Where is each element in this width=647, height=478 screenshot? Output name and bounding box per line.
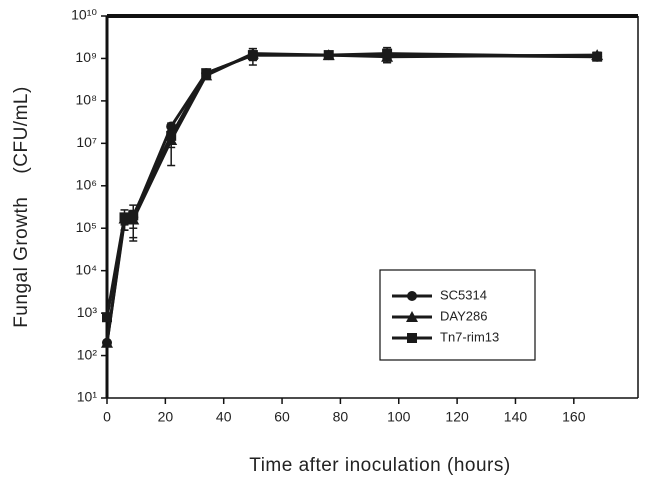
legend-label: SC5314	[440, 287, 487, 302]
x-tick-label: 140	[504, 409, 528, 425]
y-tick-label: 10⁸	[76, 92, 98, 108]
x-tick-label: 80	[333, 409, 349, 425]
y-axis-title: Fungal Growth (CFU/mL)	[11, 86, 32, 328]
marker	[128, 210, 139, 221]
legend-label: Tn7-rim13	[440, 329, 499, 344]
marker	[382, 48, 393, 59]
y-tick-label: 10³	[77, 304, 98, 320]
y-tick-label: 10⁶	[76, 176, 97, 192]
marker	[102, 312, 112, 323]
x-tick-label: 40	[216, 409, 232, 425]
marker	[407, 333, 417, 343]
y-tick-label: 10⁷	[76, 134, 97, 150]
marker	[407, 291, 417, 301]
marker	[166, 130, 177, 141]
x-tick-label: 60	[274, 409, 290, 425]
x-tick-label: 100	[387, 409, 411, 425]
y-tick-label: 10¹	[77, 389, 98, 405]
y-tick-label: 10²	[77, 346, 98, 362]
legend-box	[379, 269, 536, 361]
legend-label: DAY286	[440, 308, 487, 323]
marker	[119, 212, 130, 223]
marker	[201, 68, 212, 79]
y-tick-label: 10⁴	[75, 261, 97, 277]
marker	[247, 50, 258, 61]
marker	[406, 311, 418, 322]
x-tick-label: 120	[445, 409, 469, 425]
marker	[101, 336, 113, 348]
x-tick-label: 0	[103, 409, 111, 425]
y-tick-label: 10⁵	[76, 219, 97, 235]
x-tick-label: 160	[562, 409, 586, 425]
y-tick-label: 10¹⁰	[71, 7, 97, 23]
marker	[592, 51, 603, 62]
x-tick-label: 20	[158, 409, 174, 425]
marker	[323, 50, 334, 61]
x-axis-title: Time after inoculation (hours)	[249, 455, 510, 476]
y-tick-label: 10⁹	[75, 49, 97, 65]
